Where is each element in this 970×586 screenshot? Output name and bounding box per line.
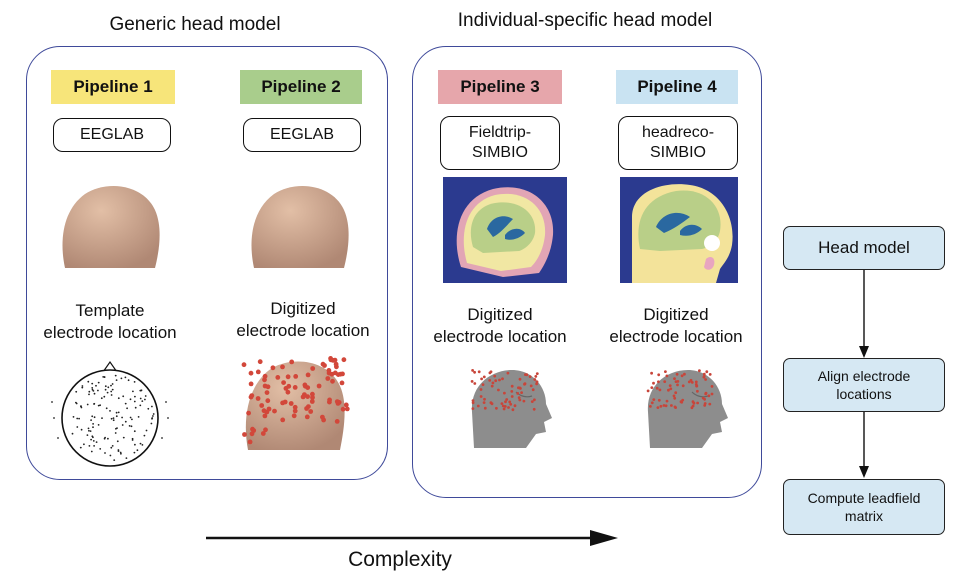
individual-model-panel (412, 46, 762, 498)
generic-head-icon (251, 186, 349, 268)
pipeline-1-electrode-label: Template electrode location (43, 301, 177, 343)
generic-head-icon (62, 186, 160, 268)
flow-step-align-electrodes: Align electrode locations (783, 358, 945, 412)
pipeline-3-label: Pipeline 3 (438, 70, 562, 104)
pipeline-4-tool: headreco- SIMBIO (618, 116, 738, 170)
face-mesh-icon (470, 369, 552, 448)
pipeline-2-tool: EEGLAB (243, 118, 361, 152)
complexity-arrow (206, 530, 618, 546)
mri-slice-icon (620, 177, 738, 283)
pipeline-4-electrode-label: Digitized electrode location (609, 305, 743, 347)
flow-step-compute-leadfield: Compute leadfield matrix (783, 479, 945, 535)
flow-arrow (859, 270, 869, 358)
electrode-cap-icon (241, 356, 350, 450)
pipeline-1-tool: EEGLAB (53, 118, 171, 152)
generic-model-panel (26, 46, 388, 480)
complexity-label: Complexity (348, 548, 452, 571)
topo-map-icon (51, 360, 169, 467)
generic-group-title: Generic head model (109, 14, 281, 35)
pipeline-3-tool: Fieldtrip- SIMBIO (440, 116, 560, 170)
mri-slice-icon (443, 177, 567, 283)
pipeline-2-label: Pipeline 2 (240, 70, 362, 104)
flow-step-head-model: Head model (783, 226, 945, 270)
pipeline-3-electrode-label: Digitized electrode location (433, 305, 567, 347)
flow-arrow (859, 412, 869, 478)
face-mesh-icon (646, 369, 728, 448)
pipeline-4-label: Pipeline 4 (616, 70, 738, 104)
pipeline-2-electrode-label: Digitized electrode location (236, 299, 370, 341)
pipeline-1-label: Pipeline 1 (51, 70, 175, 104)
individual-group-title: Individual-specific head model (457, 10, 713, 31)
